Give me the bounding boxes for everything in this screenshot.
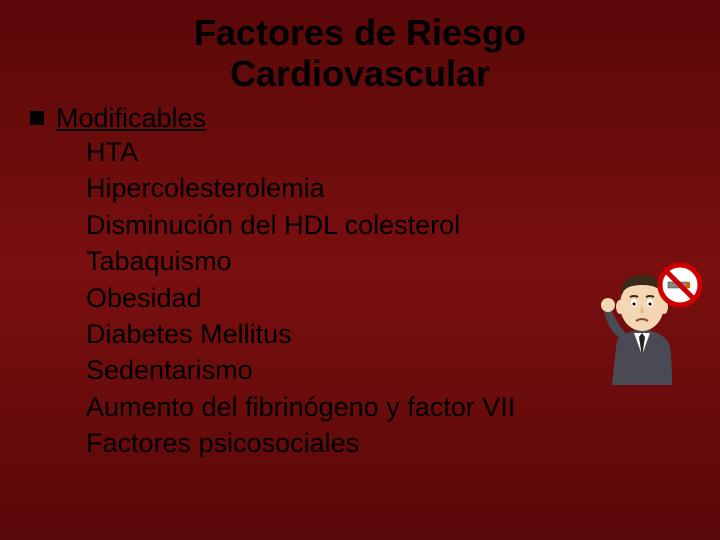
title-line-2: Cardiovascular — [0, 53, 720, 94]
list-item: Hipercolesterolemia — [86, 170, 720, 206]
title-line-1: Factores de Riesgo — [0, 12, 720, 53]
list-item: Disminución del HDL colesterol — [86, 207, 720, 243]
section-heading: Modificables — [56, 103, 206, 134]
list-item: Factores psicosociales — [86, 425, 720, 461]
bullet-row: Modificables — [30, 103, 720, 134]
list-item: HTA — [86, 134, 720, 170]
slide-title: Factores de Riesgo Cardiovascular — [0, 0, 720, 95]
list-item: Aumento del fibrinógeno y factor VII — [86, 389, 720, 425]
no-smoking-man-icon — [582, 245, 702, 385]
square-bullet-icon — [30, 111, 44, 125]
